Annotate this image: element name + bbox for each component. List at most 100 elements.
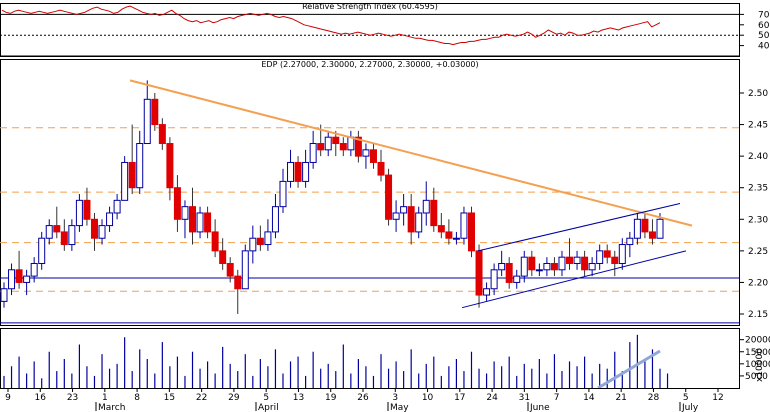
month-label: May (390, 403, 409, 412)
month-label: April (258, 403, 279, 412)
x-tick-label: 3 (392, 393, 398, 403)
price-tick-label: 2.35 (748, 184, 768, 194)
candle-up (302, 161, 310, 182)
volume-bars (3, 334, 669, 388)
x-tick-label: 19 (325, 393, 337, 403)
candle-down (128, 161, 136, 189)
candle-up (558, 256, 566, 271)
candle-down (226, 262, 234, 277)
candle-up (324, 136, 332, 151)
x-tick-label: 10 (422, 393, 434, 403)
candle-up (392, 212, 400, 220)
channel-lower-line (461, 250, 687, 309)
candle-up (347, 136, 355, 151)
candle-down (189, 206, 197, 233)
candle-down (603, 250, 611, 258)
volume-tick-label: 5000 (745, 372, 768, 382)
candle-down (528, 256, 536, 271)
candle-up (98, 225, 106, 239)
x-tick-label: 12 (712, 393, 723, 403)
candle-down (445, 231, 453, 239)
volume-panel-frame (0, 328, 740, 389)
candle-up (422, 199, 430, 214)
candle-down (53, 225, 61, 233)
candle-down (173, 187, 181, 220)
volume-axis: 20000 15000 10000 5000 (740, 336, 770, 382)
rsi-panel: Relative Strength Index (60.4595) 706050… (0, 2, 770, 57)
candle-up (287, 161, 295, 182)
x-tick-label: 7 (554, 393, 560, 403)
x-tick-label: 24 (486, 393, 498, 403)
candle-up (362, 149, 370, 157)
candle-up (483, 288, 491, 296)
candle-up (181, 206, 189, 220)
x-tick-label: 28 (648, 393, 660, 403)
rsi-tick-label: 60 (758, 21, 770, 31)
candlesticks (0, 80, 664, 314)
x-tick-label: 5 (683, 393, 689, 403)
x-axis: 9 16 23 1 8 15 22 29 5 13 19 26 3 10 17 24 31 7 14 21 28 5 12 … (0, 388, 740, 412)
x-months: March April May June July (95, 402, 699, 412)
candle-down (234, 275, 242, 290)
month-label: March (98, 403, 125, 412)
candle-down (83, 199, 91, 220)
candle-up (618, 244, 626, 264)
x-tick-label: 1 (102, 393, 108, 403)
x-tick-label: 14 (583, 393, 595, 403)
candle-up (264, 231, 272, 246)
candle-up (279, 180, 287, 208)
candle-up (23, 275, 31, 283)
candle-up (490, 269, 498, 290)
candle-down (648, 231, 656, 239)
x-tick-label: 16 (35, 393, 47, 403)
candle-up (136, 143, 144, 189)
candle-down (566, 256, 574, 264)
price-title: EDP (2.27000, 2.30000, 2.27000, 2.30000,… (261, 60, 478, 69)
volume-trend (597, 349, 661, 390)
candle-down (211, 231, 219, 252)
price-axis: 2.50 2.45 2.40 2.35 2.30 2.25 2.20 2.15 (740, 89, 768, 320)
candle-down (407, 206, 415, 233)
candle-up (75, 199, 83, 227)
candle-down (581, 256, 589, 271)
candle-down (158, 124, 166, 145)
candle-up (520, 256, 528, 277)
month-label: June (529, 403, 550, 412)
resistance-trendline (129, 79, 693, 227)
candle-down (354, 136, 362, 157)
candle-down (294, 161, 302, 182)
candle-down (550, 262, 558, 271)
rsi-tick-label: 50 (758, 31, 770, 41)
candle-up (30, 262, 38, 277)
candle-down (166, 143, 174, 189)
x-ticks: 9 16 23 1 8 15 22 29 5 13 19 26 3 10 17 24 31 7 14 21 28 5 12 (5, 388, 724, 403)
candle-down (475, 250, 483, 296)
candle-up (196, 212, 204, 233)
channel-upper-line (477, 203, 681, 252)
candle-down (90, 218, 98, 239)
x-tick-label: 21 (615, 393, 626, 403)
x-tick-label: 8 (134, 393, 140, 403)
candle-down (611, 256, 619, 264)
candle-up (452, 237, 460, 240)
candle-up (543, 262, 551, 271)
candle-up (113, 199, 121, 214)
price-tick-label: 2.15 (748, 310, 768, 320)
candle-down (151, 98, 159, 126)
candle-down (369, 149, 377, 163)
support-lines (0, 277, 740, 324)
price-panel: EDP (2.27000, 2.30000, 2.27000, 2.30000,… (0, 59, 768, 326)
x-tick-label: 9 (5, 393, 11, 403)
price-tick-label: 2.50 (748, 89, 768, 99)
candle-down (60, 231, 68, 246)
price-tick-label: 2.40 (748, 152, 768, 162)
candle-up (121, 161, 129, 201)
candle-down (430, 199, 438, 227)
x-tick-label: 5 (263, 393, 269, 403)
candle-down (437, 225, 445, 233)
rsi-tick-label: 40 (758, 42, 770, 52)
candle-up (8, 269, 16, 290)
candle-up (498, 262, 506, 271)
candle-up (249, 237, 257, 252)
candle-up (400, 206, 408, 214)
